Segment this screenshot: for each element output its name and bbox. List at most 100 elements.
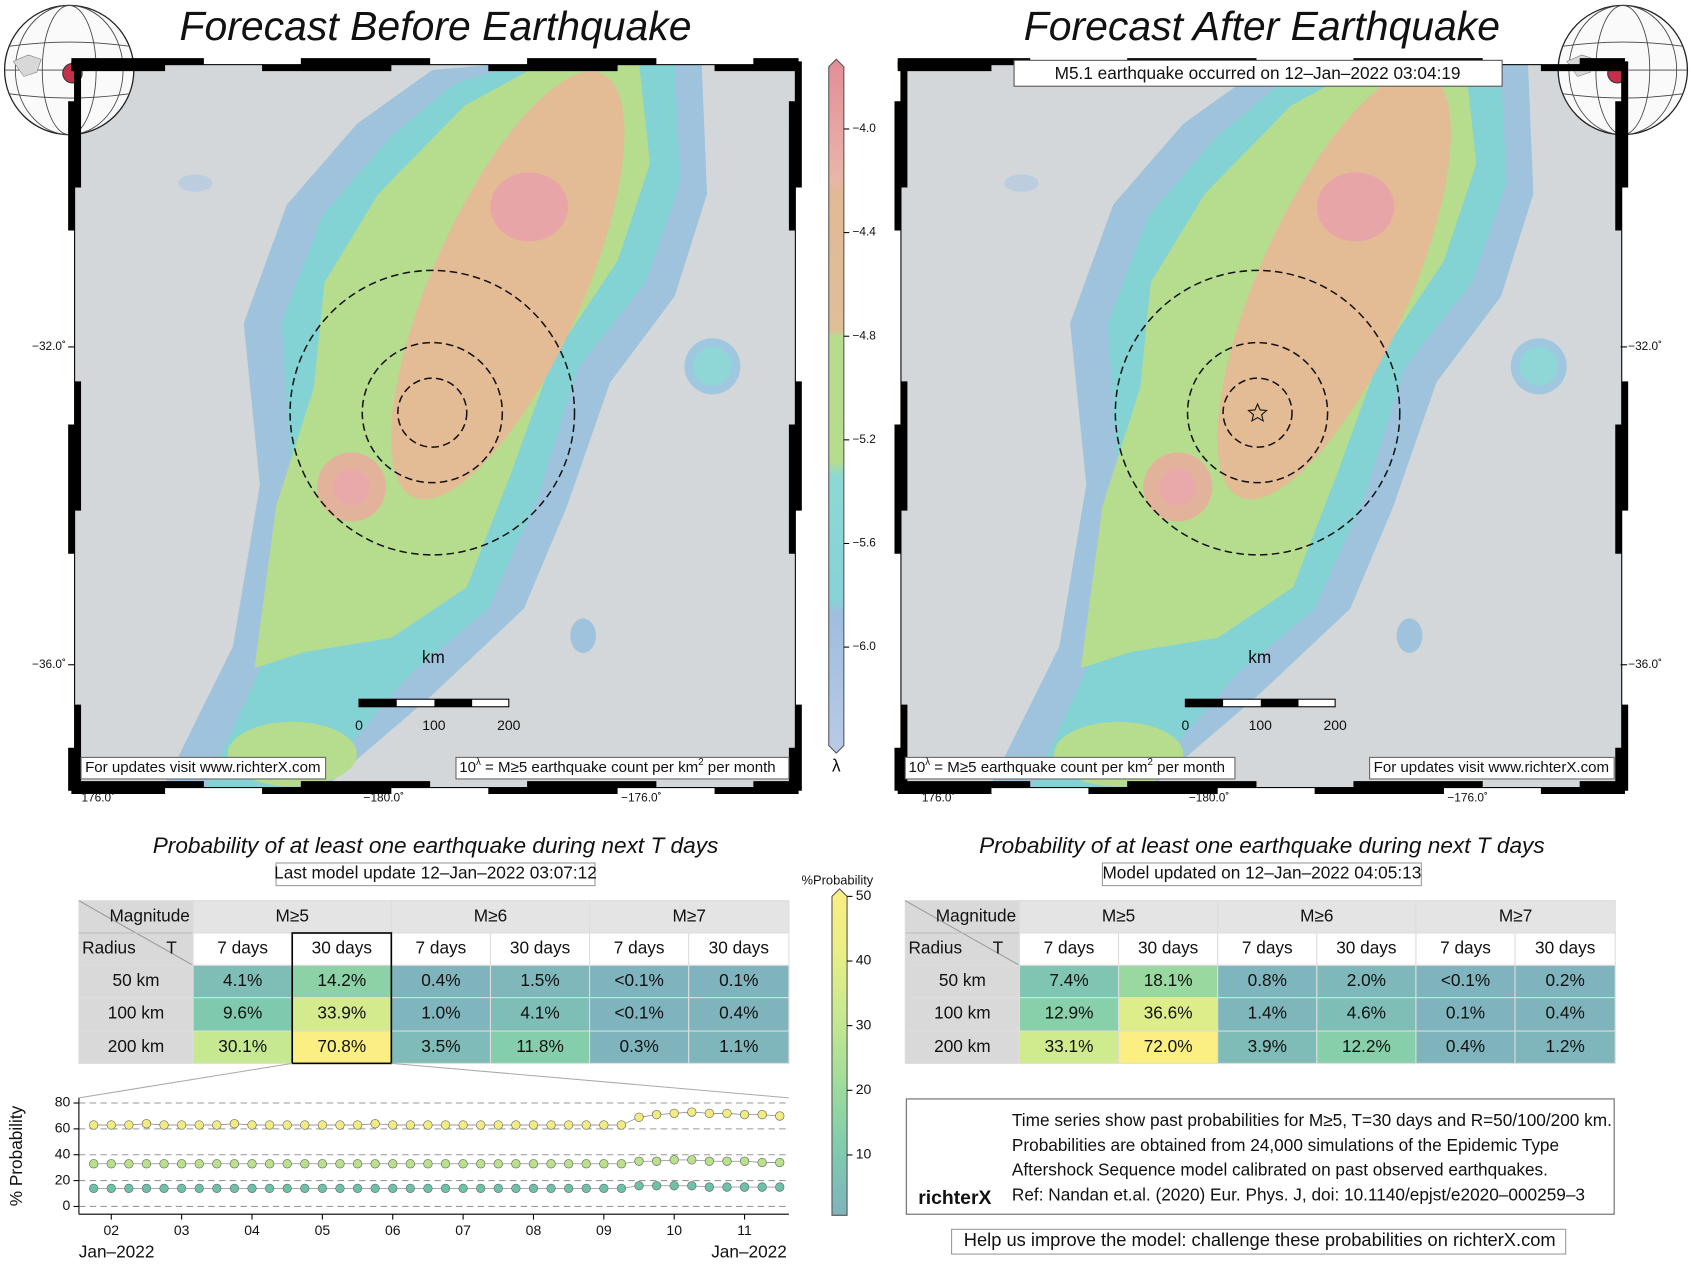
header-period: 30 days	[1138, 938, 1198, 958]
data-point	[106, 1183, 116, 1193]
colorbar-tick-label: 50	[856, 887, 872, 903]
x-tick-label: 04	[244, 1222, 260, 1238]
data-point	[264, 1120, 275, 1130]
update-box	[275, 862, 596, 887]
x-tick-label: 11	[737, 1222, 752, 1238]
data-point	[651, 1181, 662, 1191]
legend-note-part: per month	[704, 759, 776, 776]
data-point	[89, 1159, 99, 1169]
y-tick-label: 40	[55, 1145, 71, 1161]
data-point	[564, 1183, 574, 1193]
table-cell	[1415, 1030, 1516, 1064]
x-end-label: Jan–2022	[79, 1242, 155, 1262]
data-point	[177, 1183, 187, 1193]
data-point	[212, 1159, 222, 1169]
data-point	[581, 1159, 591, 1169]
row-radius: 100 km	[934, 1002, 990, 1022]
header-magnitude-class: M≥7	[673, 905, 706, 925]
update-box	[1101, 862, 1422, 887]
table-cell	[688, 997, 790, 1032]
header-period: 7 days	[614, 938, 665, 958]
data-point	[757, 1157, 767, 1168]
table-cell	[1316, 932, 1417, 966]
data-point	[405, 1159, 415, 1169]
colorbar-probability	[831, 888, 848, 1216]
data-point	[141, 1183, 152, 1193]
data-point	[335, 1120, 345, 1130]
data-point	[212, 1120, 222, 1130]
annotation-box	[1013, 59, 1503, 87]
data-point	[300, 1120, 310, 1130]
series-line	[93, 1111, 780, 1126]
info-line: Ref: Nandan et.al. (2020) Eur. Phys. J, …	[1012, 1184, 1585, 1204]
data-point	[264, 1183, 275, 1193]
table-cell	[1316, 997, 1417, 1032]
table-value: 1.2%	[1546, 1036, 1585, 1056]
header-magnitude-class: M≥5	[276, 905, 309, 925]
scale-tick: 0	[1181, 717, 1189, 733]
table-value: 36.6%	[1144, 1002, 1193, 1022]
data-point	[704, 1108, 715, 1118]
data-point	[739, 1110, 750, 1120]
table-value: 0.4%	[1546, 1002, 1585, 1022]
x-tick-label: 02	[103, 1222, 119, 1238]
data-point	[757, 1182, 767, 1192]
legend-note-part: λ	[476, 757, 481, 768]
legend-note-part: = M≥5 earthquake count per km	[481, 759, 698, 776]
data-point	[458, 1183, 468, 1193]
table-value: 7.4%	[1049, 970, 1088, 990]
scale-tick: 100	[422, 717, 446, 733]
table-cell	[1217, 932, 1318, 966]
lon-label: 176.0˚	[922, 790, 956, 804]
table-value: 70.8%	[317, 1036, 366, 1056]
table-value: 1.0%	[421, 1002, 460, 1022]
data-point	[370, 1159, 380, 1169]
scale-bar-seg	[1260, 699, 1299, 707]
table-subtitle: Probability of at least one earthquake d…	[153, 833, 719, 858]
data-point	[282, 1120, 292, 1130]
frame-bar	[894, 61, 908, 791]
data-point	[335, 1183, 345, 1193]
table-cell	[1217, 964, 1318, 999]
colorbar-tick-label: −4.8	[852, 328, 876, 342]
update-text: Model updated on 12–Jan–2022 04:05:13	[1102, 862, 1421, 882]
header-magnitude-class: M≥6	[1300, 905, 1333, 925]
colorbar-tick-label: 10	[856, 1146, 872, 1162]
data-point	[704, 1182, 715, 1192]
data-point	[616, 1159, 627, 1169]
table-cell	[192, 1030, 293, 1064]
x-tick-label: 08	[526, 1222, 542, 1238]
data-point	[352, 1120, 363, 1130]
data-point	[722, 1156, 732, 1166]
data-point	[669, 1108, 679, 1118]
data-point	[634, 1181, 644, 1191]
data-point	[141, 1159, 152, 1169]
epicenter-star	[1247, 402, 1268, 423]
legend-note-part: = M≥5 earthquake count per km	[930, 759, 1147, 776]
table-cell	[1118, 964, 1219, 999]
table-value: 2.0%	[1347, 970, 1386, 990]
scale-bar-seg	[359, 699, 397, 707]
table-cell	[904, 964, 1020, 999]
table-value: 0.4%	[1446, 1036, 1485, 1056]
data-point	[423, 1183, 433, 1193]
table-cell	[1415, 900, 1616, 934]
table-value: 33.1%	[1045, 1036, 1094, 1056]
data-point	[106, 1159, 116, 1169]
table-cell	[1514, 932, 1616, 966]
scale-bar-seg	[434, 699, 473, 707]
data-point	[599, 1159, 609, 1169]
data-point	[370, 1183, 380, 1193]
data-point	[564, 1159, 574, 1169]
data-point	[370, 1119, 380, 1129]
data-point	[388, 1159, 398, 1169]
x-tick-label: 09	[596, 1222, 612, 1238]
scale-tick: 0	[355, 717, 363, 733]
header-period: 7 days	[217, 938, 268, 958]
colorbar-label: %Probability	[802, 873, 874, 888]
data-point	[247, 1183, 257, 1193]
panel-title: Forecast After Earthquake	[1024, 3, 1500, 49]
table-cell	[78, 964, 194, 999]
table-cell	[589, 964, 690, 999]
